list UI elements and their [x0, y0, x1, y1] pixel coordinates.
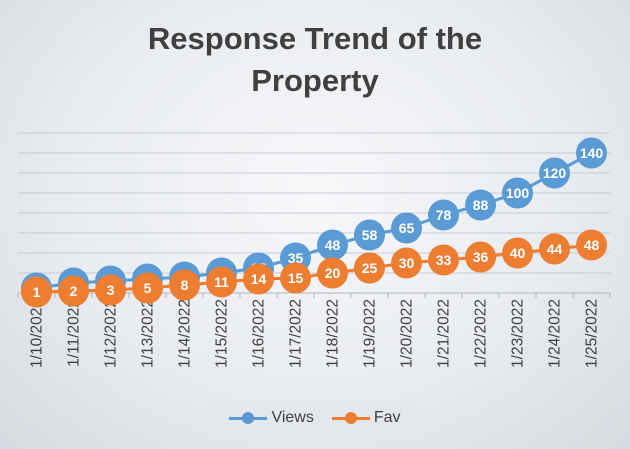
data-point-fav	[243, 263, 274, 295]
data-point-views	[317, 229, 348, 261]
data-point-fav	[21, 276, 52, 308]
data-point-fav	[502, 237, 533, 269]
data-point-fav	[576, 229, 607, 261]
x-tick-label: 1/13/2022	[140, 299, 157, 368]
data-label-fav: 11	[214, 274, 229, 290]
x-tick-label: 1/19/2022	[362, 299, 379, 368]
data-label-fav: 25	[362, 260, 378, 276]
data-point-fav	[206, 266, 237, 298]
data-point-fav	[58, 275, 89, 307]
data-label-fav: 30	[399, 255, 415, 271]
data-label-views: 88	[473, 197, 489, 213]
legend-swatch-fav	[331, 412, 370, 424]
data-label-views: 48	[325, 237, 341, 253]
data-point-fav	[391, 247, 422, 279]
data-point-views	[539, 157, 570, 189]
data-label-views: 100	[506, 185, 530, 201]
x-tick-label: 1/12/2022	[103, 299, 120, 368]
chart-title-line-2: Property	[251, 63, 379, 98]
chart-title-line-1: Response Trend of the	[147, 21, 483, 56]
data-label-fav: 8	[181, 277, 189, 293]
data-label-fav: 40	[510, 245, 526, 261]
data-label-fav: 5	[144, 280, 152, 296]
legend-marker-fav	[344, 412, 357, 424]
legend: Views Fav	[210, 401, 420, 435]
data-label-views: 120	[543, 165, 567, 181]
data-point-fav	[317, 257, 348, 289]
x-tick-label: 1/10/2022	[29, 299, 46, 368]
legend-marker-views	[242, 412, 255, 424]
data-label-fav: 44	[547, 241, 563, 257]
data-label-fav: 1	[33, 284, 41, 300]
data-point-fav	[132, 272, 163, 304]
x-tick-label: 1/22/2022	[473, 299, 490, 368]
data-label-views: 78	[436, 207, 452, 223]
x-tick-label: 1/14/2022	[177, 299, 194, 368]
x-tick-label: 1/20/2022	[399, 299, 416, 368]
data-label-fav: 48	[584, 237, 600, 253]
data-label-fav: 20	[325, 265, 341, 281]
series-line-fav	[36, 243, 592, 294]
legend-label-views: Views	[271, 409, 314, 426]
data-label-views: 65	[399, 220, 415, 236]
data-point-views	[465, 189, 496, 221]
data-label-fav: 15	[288, 270, 304, 286]
data-label-fav: 36	[473, 249, 489, 265]
data-point-fav	[95, 274, 126, 306]
legend-item-views: Views	[229, 409, 314, 427]
series-line-views	[36, 151, 593, 290]
data-label-fav: 3	[107, 282, 115, 298]
data-point-views	[354, 219, 385, 251]
data-point-views	[428, 199, 459, 231]
data-point-fav	[169, 269, 200, 301]
data-point-fav	[354, 252, 385, 284]
data-point-fav	[465, 241, 496, 273]
data-point-fav	[539, 233, 570, 265]
data-label-fav: 2	[70, 283, 78, 299]
data-label-fav: 14	[251, 271, 267, 287]
x-tick-label: 1/18/2022	[325, 299, 342, 368]
legend-item-fav: Fav	[331, 409, 401, 427]
data-label-views: 140	[580, 145, 604, 161]
data-label-views: 58	[362, 227, 378, 243]
x-tick-label: 1/15/2022	[214, 299, 231, 368]
x-tick-label: 1/11/2022	[66, 299, 83, 367]
x-tick-label: 1/24/2022	[547, 299, 564, 368]
x-tick-label: 1/16/2022	[251, 299, 268, 368]
data-point-views	[576, 137, 607, 169]
legend-label-fav: Fav	[373, 409, 401, 426]
data-label-views: 35	[288, 250, 304, 266]
x-tick-label: 1/17/2022	[288, 299, 305, 368]
legend-swatch-views	[229, 412, 268, 424]
data-point-views	[502, 177, 533, 209]
data-label-fav: 33	[436, 252, 452, 268]
data-point-fav	[280, 262, 311, 294]
x-tick-label: 1/21/2022	[436, 299, 453, 368]
data-point-views	[391, 212, 422, 244]
chart-title: Response Trend of the Property	[0, 18, 630, 102]
data-point-fav	[428, 244, 459, 276]
x-tick-label: 1/25/2022	[584, 299, 601, 368]
x-tick-label: 1/23/2022	[510, 299, 527, 368]
